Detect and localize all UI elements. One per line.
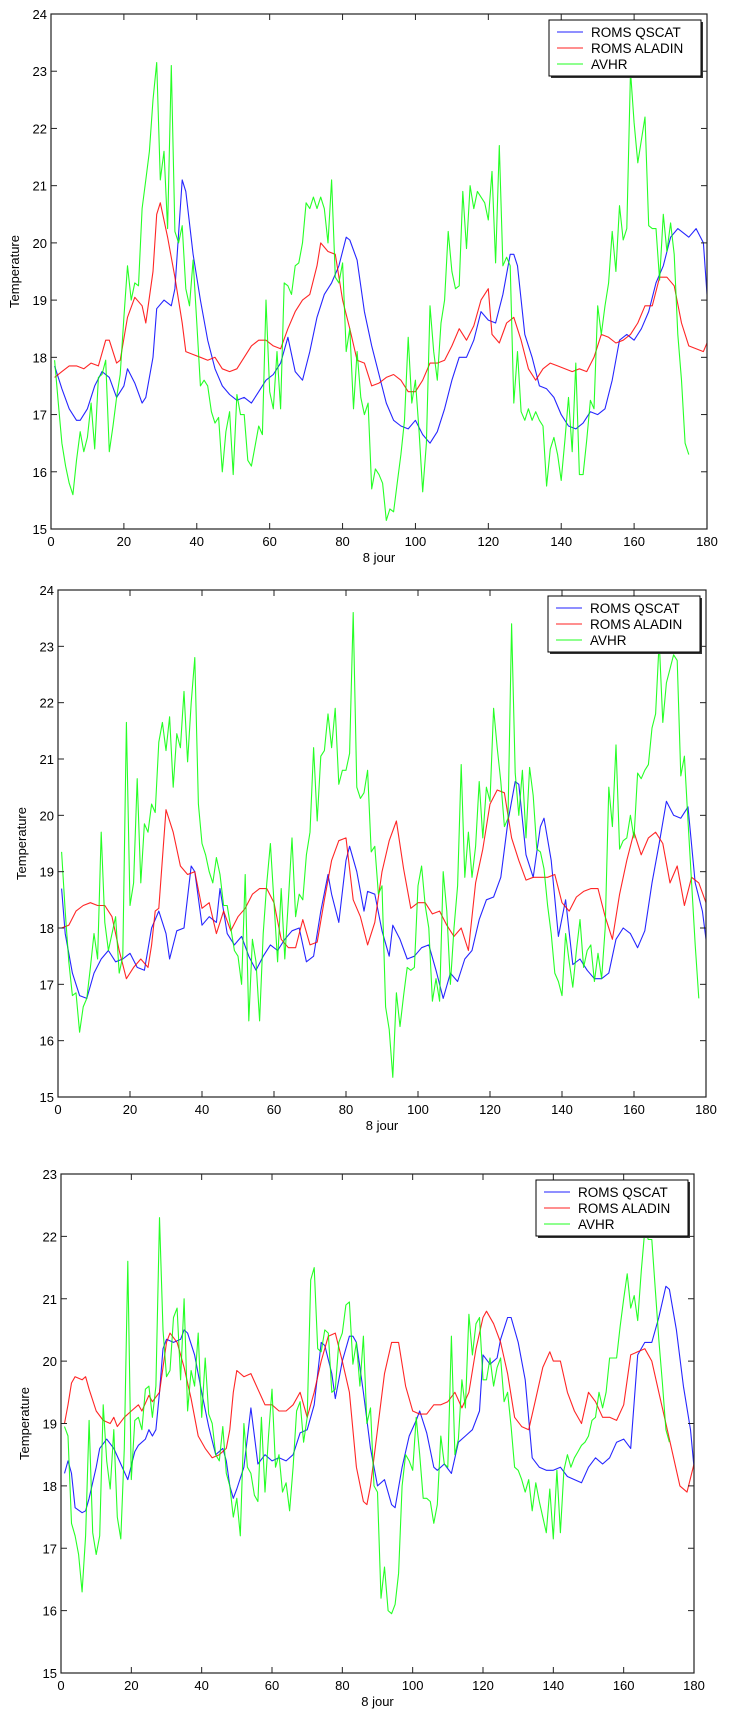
x-tick-label: 160 bbox=[613, 1678, 635, 1693]
x-tick-label: 120 bbox=[472, 1678, 494, 1693]
y-tick-label: 23 bbox=[33, 64, 47, 79]
y-axis-label: Temperature bbox=[17, 1387, 32, 1460]
y-tick-label: 15 bbox=[40, 1090, 54, 1105]
series-line-roms-aladin bbox=[61, 789, 706, 980]
y-tick-label: 23 bbox=[43, 1167, 57, 1182]
series-line-roms-qscat bbox=[61, 780, 706, 999]
sst-chart-3: 0 20 40 60 80 100 120 140 160 180 15 16 17 18 19 20 21 22… bbox=[0, 1150, 735, 1717]
y-tick-label: 18 bbox=[33, 350, 47, 365]
axes-frame bbox=[50, 13, 708, 530]
y-tick-label: 21 bbox=[43, 1292, 57, 1307]
y-tick-label: 17 bbox=[43, 1541, 57, 1556]
series-line-avhr bbox=[63, 1217, 670, 1615]
x-tick-label: 0 bbox=[57, 1678, 64, 1693]
y-tick-label: 16 bbox=[43, 1604, 57, 1619]
x-tick-label: 60 bbox=[265, 1678, 279, 1693]
sst-chart-2: 0 20 40 60 80 100 120 140 160 180 15 16 17 18 19 20 21 22… bbox=[0, 575, 735, 1145]
x-tick-label: 180 bbox=[683, 1678, 705, 1693]
x-tick-label: 40 bbox=[195, 1102, 209, 1117]
y-tick-label: 22 bbox=[43, 1229, 57, 1244]
y-tick-label: 15 bbox=[43, 1666, 57, 1681]
x-tick-label: 120 bbox=[477, 534, 499, 549]
chart-svg: 0 20 40 60 80 100 120 140 160 180 15 16 17 18 19 20 21 22… bbox=[17, 1167, 705, 1709]
y-tick-label: 18 bbox=[40, 921, 54, 936]
y-tick-label: 22 bbox=[40, 696, 54, 711]
sst-chart-1: 0 20 40 60 80 100 120 140 160 180 15 16 17 18 19 20 21 22… bbox=[0, 0, 735, 570]
x-tick-label: 60 bbox=[262, 534, 276, 549]
y-tick-label: 24 bbox=[33, 7, 47, 22]
x-axis-label: 8 jour bbox=[361, 1694, 394, 1709]
legend-label: ROMS QSCAT bbox=[590, 601, 680, 616]
y-tick-label: 21 bbox=[40, 752, 54, 767]
x-tick-label: 40 bbox=[194, 1678, 208, 1693]
chart-svg: 0 20 40 60 80 100 120 140 160 180 15 16 17 18 19 20 21 22… bbox=[7, 7, 718, 565]
x-tick-label: 60 bbox=[267, 1102, 281, 1117]
series-line-roms-qscat bbox=[54, 179, 707, 444]
y-tick-label: 23 bbox=[40, 639, 54, 654]
y-tick-label: 20 bbox=[40, 808, 54, 823]
y-tick-label: 22 bbox=[33, 121, 47, 136]
y-tick-label: 17 bbox=[40, 977, 54, 992]
y-tick-label: 16 bbox=[33, 465, 47, 480]
x-tick-label: 140 bbox=[551, 1102, 573, 1117]
y-axis-label: Temperature bbox=[7, 235, 22, 308]
x-tick-label: 80 bbox=[339, 1102, 353, 1117]
y-tick-label: 17 bbox=[33, 408, 47, 423]
x-tick-label: 180 bbox=[696, 534, 718, 549]
x-tick-label: 80 bbox=[335, 534, 349, 549]
series-line-roms-qscat bbox=[63, 1285, 694, 1514]
y-tick-label: 20 bbox=[43, 1354, 57, 1369]
x-tick-label: 140 bbox=[542, 1678, 564, 1693]
legend-label: AVHR bbox=[578, 1217, 615, 1232]
x-tick-label: 0 bbox=[47, 534, 54, 549]
axes-frame bbox=[57, 589, 707, 1098]
y-tick-label: 15 bbox=[33, 522, 47, 537]
plot-area bbox=[54, 62, 707, 521]
x-tick-label: 40 bbox=[190, 534, 204, 549]
legend-label: ROMS ALADIN bbox=[591, 41, 683, 56]
x-tick-label: 100 bbox=[405, 534, 427, 549]
x-tick-label: 20 bbox=[124, 1678, 138, 1693]
x-tick-label: 140 bbox=[550, 534, 572, 549]
legend-label: ROMS QSCAT bbox=[578, 1185, 668, 1200]
x-tick-label: 20 bbox=[117, 534, 131, 549]
legend-label: AVHR bbox=[590, 633, 627, 648]
x-axis-label: 8 jour bbox=[366, 1118, 399, 1133]
x-axis-label: 8 jour bbox=[363, 550, 396, 565]
y-axis-label: Temperature bbox=[14, 807, 29, 880]
series-line-avhr bbox=[54, 62, 690, 521]
y-tick-label: 19 bbox=[40, 865, 54, 880]
x-tick-label: 100 bbox=[407, 1102, 429, 1117]
plot-area bbox=[61, 611, 706, 1078]
y-tick-label: 20 bbox=[33, 236, 47, 251]
y-tick-label: 18 bbox=[43, 1479, 57, 1494]
x-tick-label: 0 bbox=[54, 1102, 61, 1117]
x-tick-label: 100 bbox=[402, 1678, 424, 1693]
plot-area bbox=[63, 1217, 694, 1615]
chart-svg: 0 20 40 60 80 100 120 140 160 180 15 16 17 18 19 20 21 22… bbox=[14, 583, 717, 1133]
y-tick-label: 24 bbox=[40, 583, 54, 598]
y-tick-label: 19 bbox=[43, 1417, 57, 1432]
x-tick-label: 160 bbox=[623, 534, 645, 549]
x-tick-label: 20 bbox=[123, 1102, 137, 1117]
x-tick-label: 160 bbox=[623, 1102, 645, 1117]
x-tick-label: 80 bbox=[335, 1678, 349, 1693]
series-line-roms-aladin bbox=[63, 1310, 694, 1506]
series-line-avhr bbox=[61, 611, 700, 1078]
y-tick-label: 16 bbox=[40, 1034, 54, 1049]
legend-label: AVHR bbox=[591, 57, 628, 72]
y-tick-label: 21 bbox=[33, 179, 47, 194]
x-tick-label: 180 bbox=[695, 1102, 717, 1117]
y-tick-label: 19 bbox=[33, 293, 47, 308]
legend-label: ROMS ALADIN bbox=[590, 617, 682, 632]
x-tick-label: 120 bbox=[479, 1102, 501, 1117]
legend-label: ROMS ALADIN bbox=[578, 1201, 670, 1216]
legend-label: ROMS QSCAT bbox=[591, 25, 681, 40]
